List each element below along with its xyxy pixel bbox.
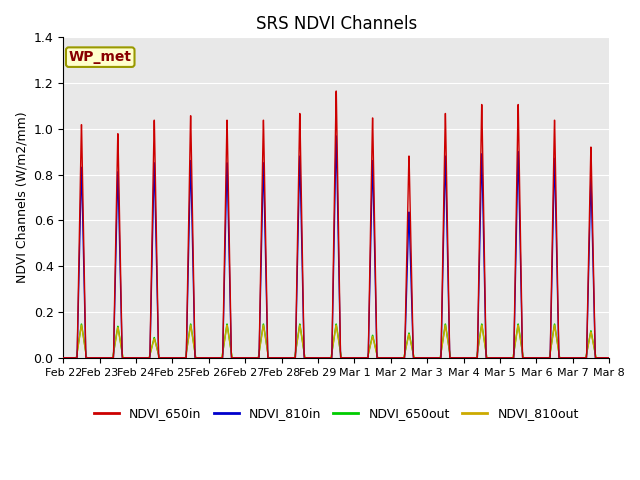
Y-axis label: NDVI Channels (W/m2/mm): NDVI Channels (W/m2/mm)	[15, 112, 28, 283]
Title: SRS NDVI Channels: SRS NDVI Channels	[255, 15, 417, 33]
Text: WP_met: WP_met	[68, 50, 132, 64]
Legend: NDVI_650in, NDVI_810in, NDVI_650out, NDVI_810out: NDVI_650in, NDVI_810in, NDVI_650out, NDV…	[89, 403, 584, 425]
